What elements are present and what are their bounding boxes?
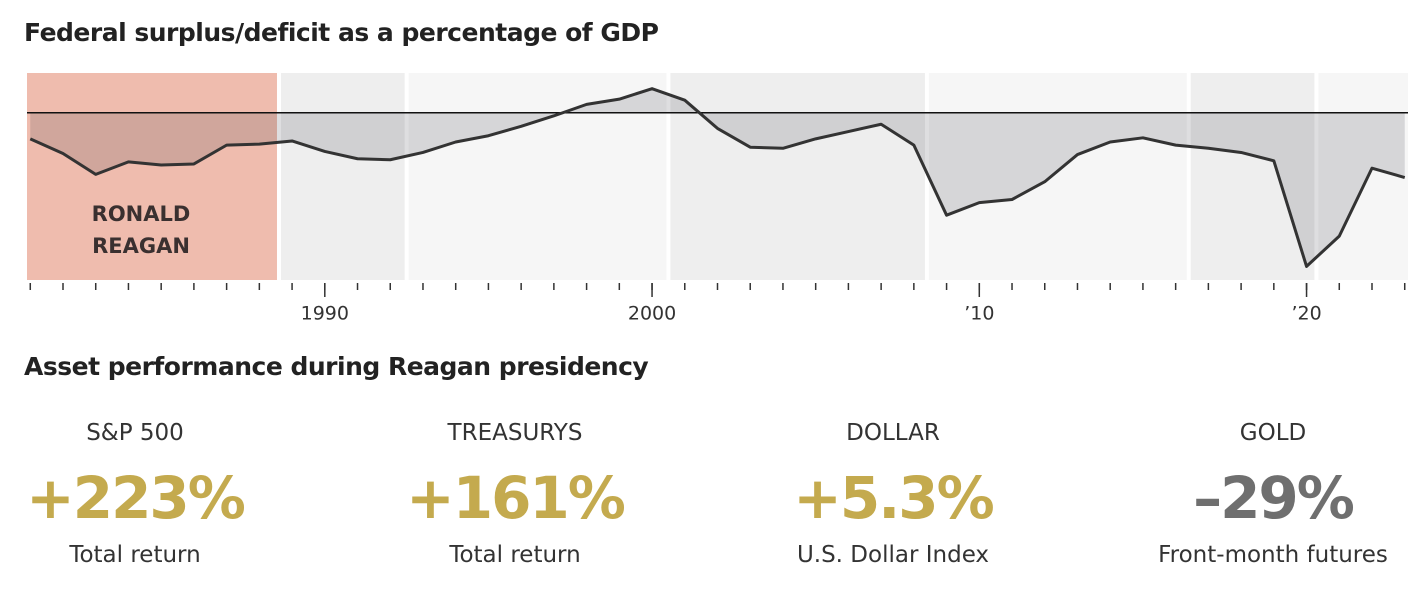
stat-value: +223% bbox=[26, 464, 246, 532]
stat-note: Front-month futures bbox=[1158, 542, 1388, 568]
period-band bbox=[406, 73, 669, 280]
period-band bbox=[278, 73, 407, 280]
chart: 1990 2000 ’10 ’20 bbox=[27, 73, 1408, 325]
stat-value: +161% bbox=[406, 464, 626, 532]
period-band bbox=[27, 73, 279, 280]
deficit-line bbox=[29, 87, 1406, 268]
deficit-area bbox=[30, 88, 1405, 267]
stat-value: +5.3% bbox=[793, 464, 994, 532]
x-tick-label: 2000 bbox=[628, 303, 676, 325]
stat: GOLD –29% Front-month futures bbox=[1093, 420, 1426, 568]
stat: TREASURYS +161% Total return bbox=[335, 420, 695, 568]
stat: DOLLAR +5.3% U.S. Dollar Index bbox=[713, 420, 1073, 568]
section-title: Asset performance during Reagan presiden… bbox=[24, 352, 649, 381]
band-label: RONALD REAGAN bbox=[91, 202, 191, 258]
x-tick-label: ’10 bbox=[964, 303, 994, 325]
x-tick-label: ’20 bbox=[1291, 303, 1321, 325]
period-band bbox=[1188, 73, 1317, 280]
chart-title: Federal surplus/deficit as a percentage … bbox=[24, 18, 659, 47]
period-band bbox=[1316, 73, 1408, 280]
stat-note: U.S. Dollar Index bbox=[796, 542, 990, 568]
x-tick-label: 1990 bbox=[301, 303, 349, 325]
stat-name: GOLD bbox=[1239, 420, 1307, 446]
stat-note: Total return bbox=[69, 542, 201, 568]
stat-note: Total return bbox=[449, 542, 581, 568]
stat: S&P 500 +223% Total return bbox=[0, 420, 315, 568]
period-band bbox=[668, 73, 927, 280]
period-band bbox=[926, 73, 1189, 280]
stat-name: TREASURYS bbox=[447, 420, 583, 446]
stat-name: S&P 500 bbox=[86, 420, 184, 446]
stat-value: –29% bbox=[1193, 464, 1355, 532]
stat-name: DOLLAR bbox=[846, 420, 940, 446]
